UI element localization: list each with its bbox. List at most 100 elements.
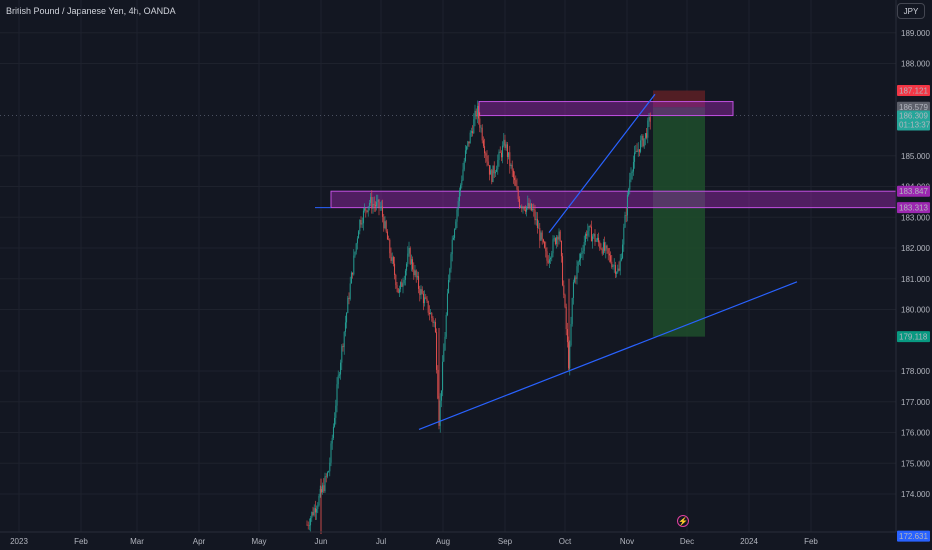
candle-body: [306, 524, 308, 526]
candle-body: [317, 505, 319, 509]
candle-body: [608, 253, 610, 256]
candle-body: [350, 272, 352, 284]
candle-body: [373, 203, 375, 206]
candle-body: [401, 282, 403, 287]
candle-body: [448, 279, 450, 294]
candle-body: [578, 259, 580, 262]
candle-body: [494, 171, 496, 174]
candle-body: [419, 288, 421, 296]
candle-body: [510, 164, 512, 167]
candle-body: [570, 323, 572, 346]
candle-body: [607, 248, 609, 254]
candle-body: [618, 268, 620, 271]
candle-body: [625, 215, 627, 216]
candle-body: [540, 232, 542, 241]
price-tick-label: 181.000: [901, 275, 930, 284]
price-tick-label: 178.000: [901, 367, 930, 376]
candle-body: [337, 375, 339, 385]
time-axis: 2023 Feb Mar Apr May Jun Jul Aug Sep Oct Nov Dec 202…: [0, 531, 896, 546]
candle-body: [536, 218, 538, 228]
candle-body: [544, 241, 546, 248]
candle-body: [308, 525, 310, 526]
candle-body: [403, 279, 405, 284]
candle-body: [318, 496, 320, 506]
candle-body: [566, 329, 568, 343]
candle-body: [515, 180, 517, 186]
candle-body: [426, 298, 428, 302]
candle-body: [541, 232, 543, 240]
low-price-tag: 172.631: [899, 532, 928, 541]
candle-body: [344, 322, 346, 332]
candle-body: [649, 117, 651, 122]
candle-body: [506, 144, 508, 157]
candle-body: [600, 247, 602, 250]
candle-body: [408, 247, 410, 254]
candle-body: [390, 253, 392, 261]
candle-body: [446, 293, 448, 316]
candle-body: [616, 272, 618, 274]
candle-body: [341, 346, 343, 363]
candle-body: [548, 259, 550, 263]
candle-body: [476, 105, 478, 117]
candle-body: [575, 277, 577, 279]
currency-button[interactable]: JPY: [897, 3, 925, 19]
price-tick-label: 176.000: [901, 429, 930, 438]
candle-body: [400, 282, 402, 290]
candle-body: [635, 150, 637, 153]
candle-body: [452, 237, 454, 240]
candle-body: [466, 146, 468, 151]
candle-body: [586, 234, 588, 236]
candle-body: [552, 239, 554, 254]
candle-body: [384, 221, 386, 229]
candle-body: [316, 508, 318, 513]
candle-body: [420, 289, 422, 296]
entry-price-tag-bg: [897, 101, 930, 113]
candle-body: [554, 238, 556, 244]
candle-body: [444, 336, 446, 351]
drawings: [418, 93, 798, 430]
candle-body: [643, 138, 645, 147]
candle-body: [504, 139, 506, 148]
candle-body: [604, 242, 606, 251]
candle-body: [468, 141, 470, 144]
zone-top-tag-bg: [897, 185, 930, 197]
candle-body: [619, 260, 621, 271]
candle-body: [430, 313, 432, 315]
candle-body: [646, 133, 648, 138]
price-tick-label: 177.000: [901, 398, 930, 407]
candle-body: [533, 208, 535, 210]
candle-body: [365, 208, 367, 211]
candle-body: [482, 140, 484, 147]
candle-body: [642, 135, 644, 147]
candle-body: [490, 170, 492, 175]
time-tick-label: Dec: [680, 537, 694, 546]
candle-body: [592, 236, 594, 242]
price-tick-label: 182.000: [901, 244, 930, 253]
candle-body: [378, 199, 380, 208]
candle-body: [553, 238, 555, 240]
lightning-icon[interactable]: ⚡: [677, 515, 689, 527]
candle-body: [486, 155, 488, 162]
candle-body: [416, 276, 418, 278]
candle-body: [562, 256, 564, 286]
candle-body: [467, 141, 469, 147]
candle-body: [325, 476, 327, 477]
candle-body: [464, 150, 466, 162]
candle-body: [330, 443, 332, 463]
candle-body: [329, 462, 331, 472]
candle-body: [596, 237, 598, 241]
take-profit-zone: [653, 107, 705, 337]
candle-body: [594, 233, 596, 242]
candle-body: [463, 161, 465, 170]
time-tick-label: Jun: [315, 537, 328, 546]
candle-body: [353, 255, 355, 275]
time-tick-label: 2024: [740, 537, 758, 546]
candle-body: [475, 110, 477, 117]
price-tick-label: 189.000: [901, 29, 930, 38]
candle-body: [606, 245, 608, 249]
candle-body: [470, 131, 472, 133]
candle-body: [311, 512, 313, 519]
ascending-channel-line: [548, 93, 656, 233]
candle-body: [623, 227, 625, 245]
